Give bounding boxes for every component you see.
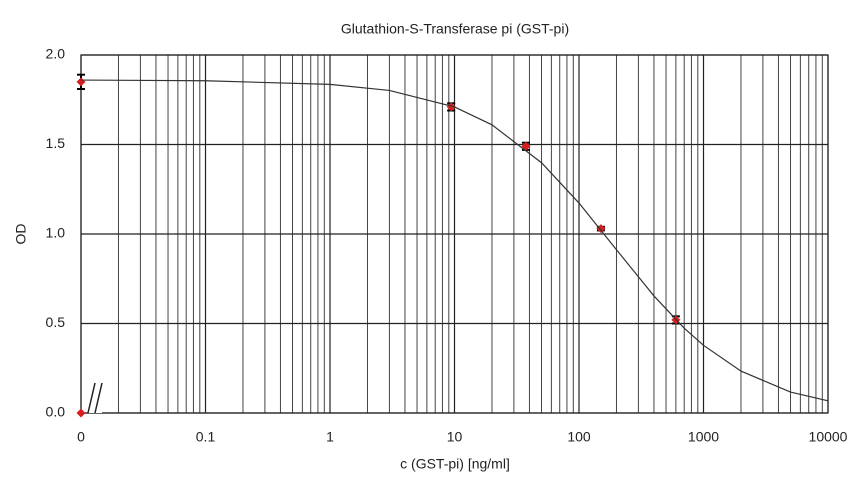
x-axis-label: c (GST-pi) [ng/ml]: [400, 456, 510, 472]
x-tick-label: 10000: [809, 429, 848, 445]
y-tick-label: 2.0: [46, 46, 66, 62]
data-point: [76, 408, 86, 418]
x-tick-label: 1: [326, 429, 334, 445]
plot-frame: [80, 54, 829, 414]
y-tick-label: 1.0: [46, 225, 66, 241]
y-axis-label: OD: [13, 224, 29, 245]
x-tick-label: 1000: [688, 429, 719, 445]
chart-title: Glutathion-S-Transferase pi (GST-pi): [341, 21, 569, 37]
axis-break-mark: [87, 382, 96, 414]
y-tick-label: 1.5: [46, 135, 66, 151]
fit-curve: [80, 79, 829, 402]
axis-break-gap: [88, 383, 102, 413]
axis-break-mark: [94, 382, 103, 414]
data-point: [596, 224, 606, 234]
x-tick-label: 10: [447, 429, 463, 445]
y-tick-label: 0.5: [46, 314, 66, 330]
x-tick-label: 0.1: [196, 429, 216, 445]
y-tick-label: 0.0: [46, 404, 66, 420]
x-tick-label: 100: [567, 429, 591, 445]
data-point: [446, 102, 456, 112]
x-tick-label: 0: [77, 429, 85, 445]
